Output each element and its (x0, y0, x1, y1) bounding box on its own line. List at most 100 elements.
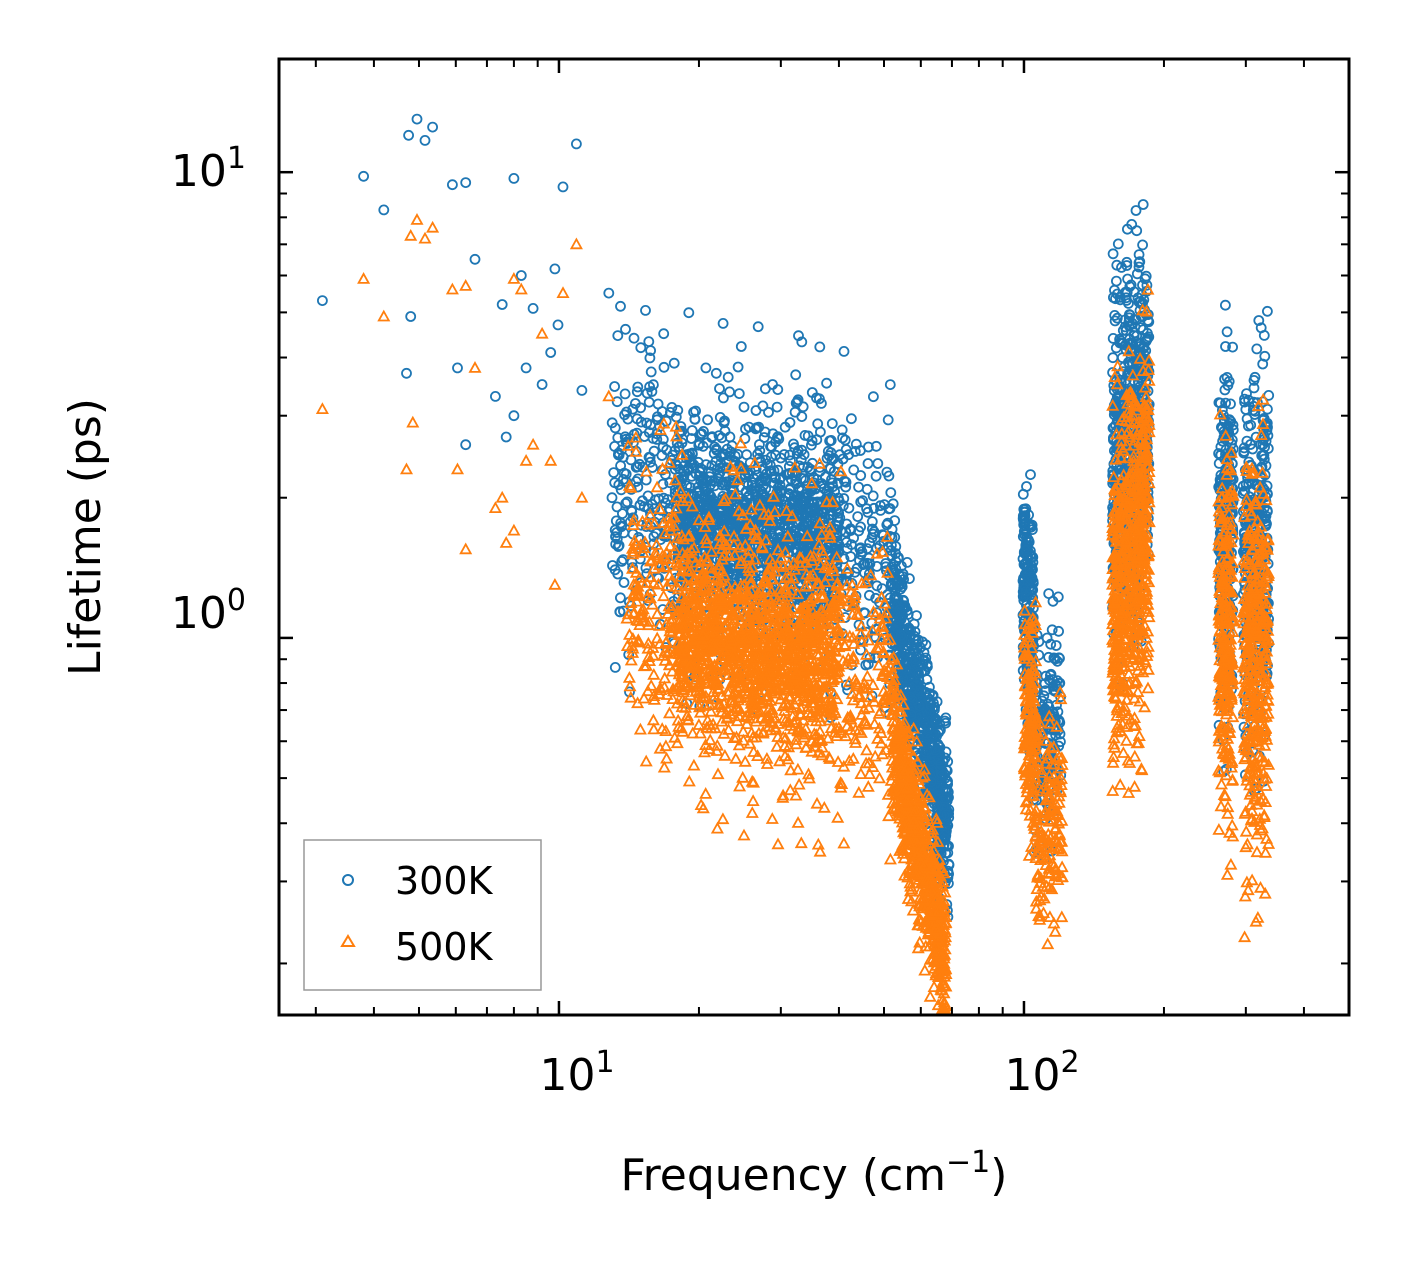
data-point-300k (722, 371, 734, 383)
data-point-500k (642, 650, 656, 662)
data-point-500k (873, 704, 888, 717)
data-point-300k (846, 413, 857, 425)
data-point-300k (1107, 465, 1119, 477)
data-point-500k (639, 754, 653, 767)
data-point-500k (878, 596, 892, 609)
data-point-300k (1225, 398, 1236, 410)
data-point-300k (1131, 268, 1143, 280)
data-point-500k (666, 692, 680, 704)
data-point-300k (632, 461, 644, 473)
data-point-500k (815, 748, 829, 761)
data-point-300k (401, 367, 412, 379)
data-point-300k (1143, 331, 1155, 343)
data-point-300k (943, 868, 954, 880)
data-point-500k (672, 719, 686, 732)
data-point-300k (868, 391, 879, 403)
data-point-500k (669, 429, 684, 442)
data-point-500k (514, 282, 528, 295)
data-point-300k (1255, 462, 1267, 474)
data-point-300k (838, 345, 850, 357)
data-point-300k (805, 502, 817, 514)
data-point-300k (837, 432, 848, 444)
data-point-500k (657, 760, 671, 773)
data-point-300k (796, 336, 808, 348)
data-point-300k (460, 439, 472, 451)
data-point-500k (805, 476, 819, 489)
data-point-300k (1137, 239, 1148, 251)
data-point-300k (654, 421, 666, 432)
data-point-300k (891, 621, 902, 632)
data-point-300k (634, 458, 645, 470)
data-point-500k (650, 538, 664, 550)
data-point-300k (906, 640, 917, 652)
data-point-300k (615, 300, 626, 312)
data-point-500k (872, 658, 886, 671)
data-point-500k (669, 501, 683, 514)
data-point-300k (1020, 539, 1032, 551)
data-point-300k (1260, 435, 1272, 447)
data-point-500k (624, 690, 638, 703)
data-point-300k (912, 647, 924, 659)
data-point-300k (789, 406, 801, 418)
data-point-300k (918, 647, 930, 658)
data-point-300k (613, 540, 625, 551)
data-point-300k (799, 429, 811, 441)
data-point-300k (1026, 560, 1037, 572)
data-point-300k (1018, 559, 1030, 570)
data-point-300k (1040, 670, 1052, 682)
data-point-300k (733, 388, 745, 400)
data-point-300k (717, 317, 729, 329)
data-point-500k (426, 220, 440, 233)
data-point-300k (757, 400, 769, 412)
data-point-300k (721, 462, 732, 474)
data-point-300k (628, 428, 640, 440)
data-point-500k (692, 513, 706, 526)
data-point-500k (746, 794, 760, 806)
data-point-300k (1258, 449, 1270, 461)
data-point-500k (698, 699, 712, 711)
data-point-300k (870, 470, 882, 482)
data-point-500k (634, 607, 648, 620)
data-point-300k (1017, 510, 1029, 522)
data-point-300k (929, 701, 940, 713)
data-point-300k (840, 476, 852, 488)
data-point-300k (378, 204, 390, 216)
data-point-300k (1036, 701, 1048, 712)
data-point-300k (1215, 397, 1226, 409)
data-point-300k (1022, 607, 1033, 618)
data-point-500k (781, 752, 795, 765)
data-point-500k (813, 516, 827, 529)
data-point-300k (635, 342, 647, 354)
data-point-500k (771, 837, 785, 850)
data-point-500k (852, 785, 866, 798)
data-point-500k (846, 751, 860, 764)
data-point-500k (837, 759, 851, 772)
data-point-300k (673, 441, 684, 453)
data-point-500k (848, 588, 862, 600)
data-point-300k (864, 589, 875, 601)
data-point-500k (459, 279, 473, 291)
data-point-300k (750, 463, 762, 475)
data-point-500k (602, 389, 616, 402)
data-point-300k (657, 441, 669, 453)
data-point-300k (1248, 374, 1260, 386)
data-point-300k (610, 515, 622, 527)
data-point-500k (759, 533, 773, 546)
data-point-300k (643, 451, 655, 463)
data-point-500k (507, 272, 521, 284)
data-point-300k (714, 383, 725, 395)
data-point-500k (653, 502, 667, 514)
data-point-300k (405, 311, 417, 322)
data-point-500k (861, 633, 876, 646)
data-point-300k (695, 429, 707, 440)
data-point-300k (788, 497, 800, 509)
data-point-300k (1126, 317, 1138, 329)
data-point-500k (784, 763, 798, 776)
data-point-300k (889, 515, 901, 526)
data-point-300k (619, 409, 630, 421)
data-point-300k (804, 463, 816, 475)
data-point-300k (621, 496, 633, 508)
data-point-300k (1222, 420, 1233, 432)
data-point-300k (603, 287, 615, 299)
